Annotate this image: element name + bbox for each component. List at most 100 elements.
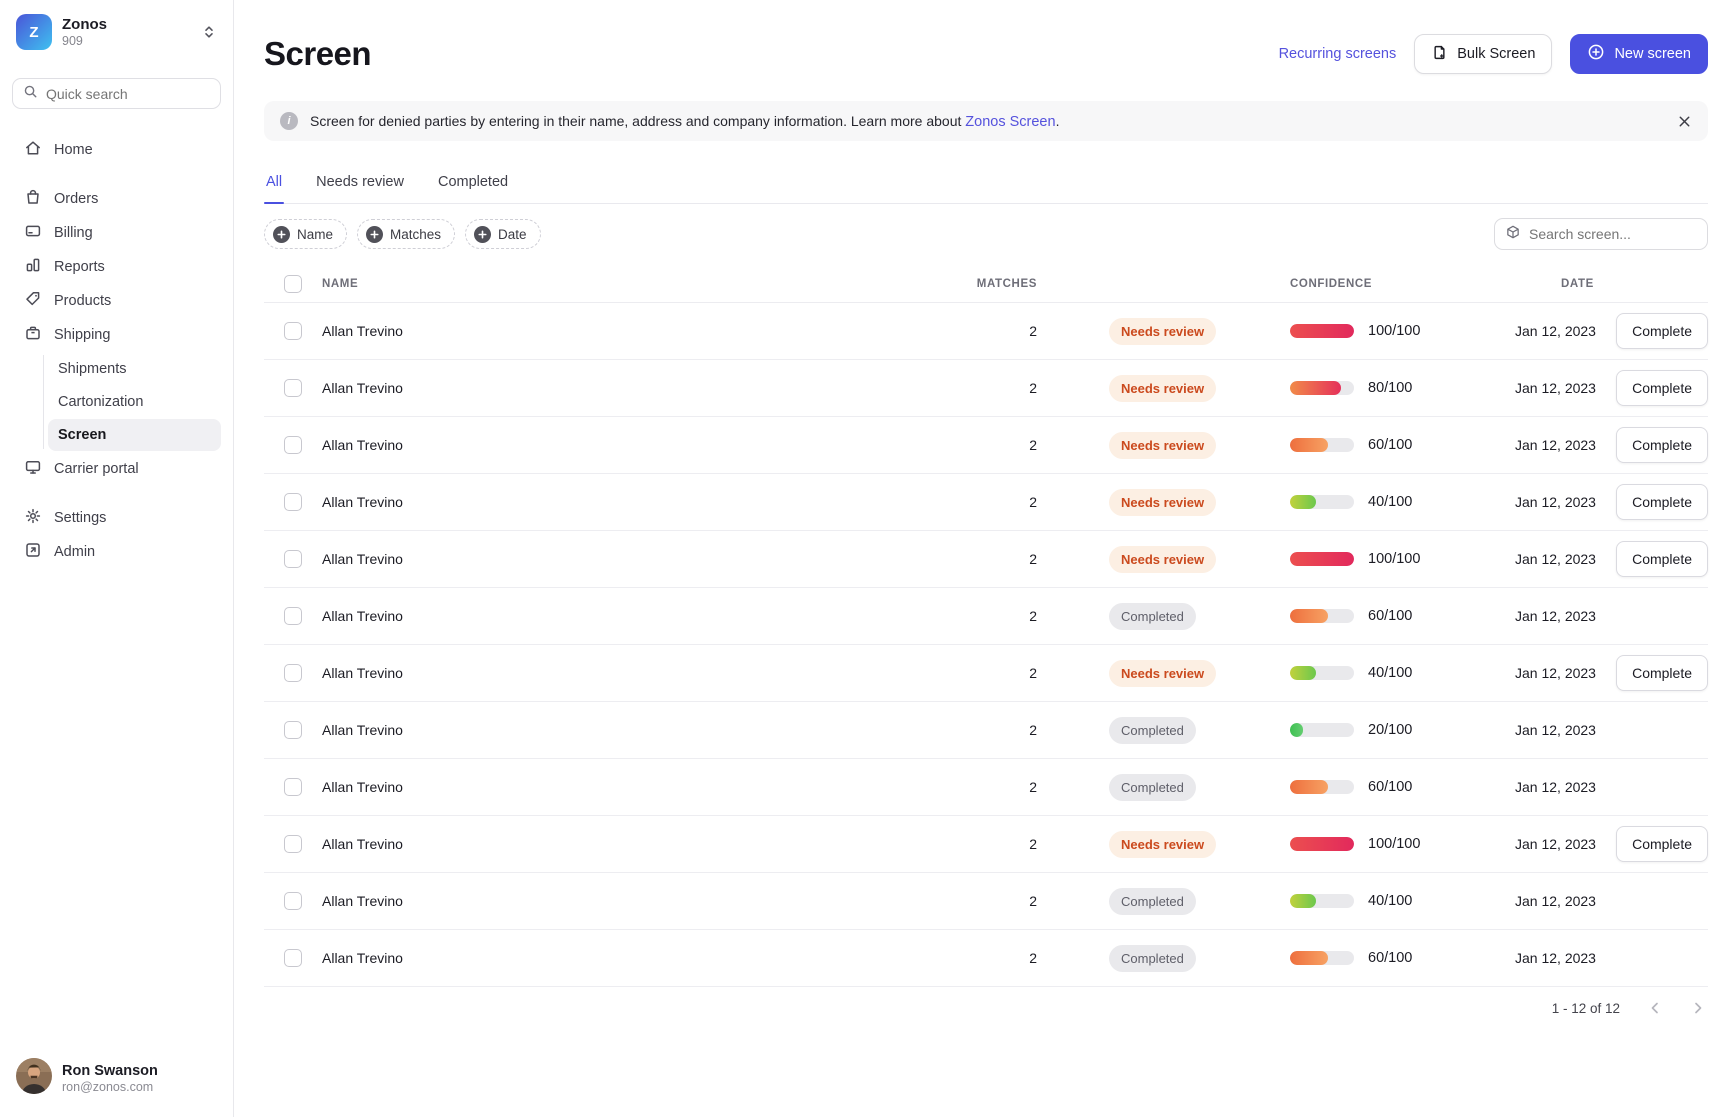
user-name: Ron Swanson	[62, 1062, 158, 1079]
close-icon[interactable]	[1677, 114, 1692, 129]
row-date: Jan 12, 2023	[1515, 437, 1596, 453]
quick-search-field[interactable]	[46, 85, 210, 102]
filter-chip-name[interactable]: Name	[264, 219, 348, 249]
sidebar-item-orders[interactable]: Orders	[12, 182, 221, 216]
chevron-left-icon[interactable]	[1647, 1000, 1663, 1016]
org-switcher[interactable]: Z Zonos 909	[12, 12, 221, 52]
row-date: Jan 12, 2023	[1515, 722, 1596, 738]
confidence-value: 100/100	[1368, 836, 1421, 852]
row-checkbox[interactable]	[284, 550, 302, 568]
row-checkbox[interactable]	[284, 664, 302, 682]
screen-search-field[interactable]	[1529, 226, 1697, 242]
gear-icon	[24, 507, 42, 529]
filter-chip-matches[interactable]: Matches	[357, 219, 456, 249]
row-date: Jan 12, 2023	[1515, 836, 1596, 852]
row-checkbox[interactable]	[284, 322, 302, 340]
row-name: Allan Trevino	[322, 494, 403, 510]
row-matches: 2	[1029, 551, 1037, 567]
complete-button[interactable]: Complete	[1616, 484, 1708, 520]
row-name: Allan Trevino	[322, 380, 403, 396]
complete-button[interactable]: Complete	[1616, 826, 1708, 862]
sidebar-item-cartonization[interactable]: Cartonization	[58, 394, 144, 410]
confidence-value: 80/100	[1368, 380, 1413, 396]
row-name: Allan Trevino	[322, 722, 403, 738]
table-row[interactable]: Allan Trevino 2 Completed 60/100 Jan 12,…	[264, 930, 1708, 987]
status-badge: Completed	[1109, 716, 1196, 744]
confidence-bar	[1290, 495, 1354, 509]
table-row[interactable]: Allan Trevino 2 Completed 20/100 Jan 12,…	[264, 702, 1708, 759]
row-matches: 2	[1029, 836, 1037, 852]
row-checkbox[interactable]	[284, 436, 302, 454]
tag-icon	[24, 290, 42, 312]
row-checkbox[interactable]	[284, 949, 302, 967]
quick-search-input[interactable]	[12, 78, 221, 109]
chevron-right-icon[interactable]	[1690, 1000, 1706, 1016]
confidence-bar	[1290, 780, 1354, 794]
screen-search-input[interactable]	[1494, 218, 1708, 250]
bulk-screen-button[interactable]: Bulk Screen	[1414, 34, 1553, 74]
confidence-bar	[1290, 438, 1354, 452]
bar-chart-icon	[24, 256, 42, 278]
user-menu[interactable]: Ron Swanson ron@zonos.com	[12, 1054, 221, 1103]
sidebar-item-carrier-portal[interactable]: Carrier portal	[12, 452, 221, 486]
table-row[interactable]: Allan Trevino 2 Needs review 80/100 Jan …	[264, 360, 1708, 417]
sidebar-item-shipments[interactable]: Shipments	[58, 361, 127, 377]
package-icon	[24, 324, 42, 346]
chevron-up-down-icon[interactable]	[201, 24, 217, 40]
home-icon	[24, 139, 42, 161]
row-checkbox[interactable]	[284, 379, 302, 397]
row-checkbox[interactable]	[284, 835, 302, 853]
screens-table: NAME MATCHES CONFIDENCE DATE Allan Trevi…	[264, 266, 1708, 987]
status-badge: Needs review	[1109, 659, 1217, 687]
zonos-screen-link[interactable]: Zonos Screen	[965, 113, 1056, 130]
table-row[interactable]: Allan Trevino 2 Needs review 100/100 Jan…	[264, 816, 1708, 873]
table-row[interactable]: Allan Trevino 2 Needs review 100/100 Jan…	[264, 303, 1708, 360]
complete-button[interactable]: Complete	[1616, 427, 1708, 463]
table-row[interactable]: Allan Trevino 2 Needs review 60/100 Jan …	[264, 417, 1708, 474]
row-checkbox[interactable]	[284, 892, 302, 910]
row-checkbox[interactable]	[284, 778, 302, 796]
confidence-bar	[1290, 837, 1354, 851]
confidence-bar	[1290, 552, 1354, 566]
main-content: Screen Recurring screens Bulk Screen New…	[234, 0, 1728, 1117]
row-checkbox[interactable]	[284, 493, 302, 511]
user-email: ron@zonos.com	[62, 1080, 154, 1095]
sidebar-item-home[interactable]: Home	[12, 133, 221, 167]
row-date: Jan 12, 2023	[1515, 608, 1596, 624]
complete-button[interactable]: Complete	[1616, 655, 1708, 691]
table-row[interactable]: Allan Trevino 2 Needs review 40/100 Jan …	[264, 474, 1708, 531]
complete-button[interactable]: Complete	[1616, 313, 1708, 349]
confidence-bar	[1290, 381, 1354, 395]
tab-all[interactable]: All	[264, 174, 285, 204]
status-badge: Needs review	[1109, 545, 1217, 573]
banner-text: Screen for denied parties by entering in…	[310, 112, 962, 129]
column-header-date: DATE	[1561, 278, 1594, 290]
sidebar-item-billing[interactable]: Billing	[12, 216, 221, 250]
filter-chip-date[interactable]: Date	[465, 219, 541, 249]
tab-completed[interactable]: Completed	[437, 174, 509, 190]
plus-icon	[273, 225, 290, 243]
sidebar-item-settings[interactable]: Settings	[12, 501, 221, 535]
sidebar-item-shipping[interactable]: Shipping	[12, 318, 221, 352]
table-row[interactable]: Allan Trevino 2 Needs review 40/100 Jan …	[264, 645, 1708, 702]
sidebar-item-reports[interactable]: Reports	[12, 250, 221, 284]
pagination-label: 1 - 12 of 12	[1551, 1000, 1620, 1016]
table-row[interactable]: Allan Trevino 2 Completed 40/100 Jan 12,…	[264, 873, 1708, 930]
zonos-logo: Z	[16, 14, 52, 50]
confidence-value: 40/100	[1368, 893, 1413, 909]
row-matches: 2	[1029, 779, 1037, 795]
row-checkbox[interactable]	[284, 721, 302, 739]
new-screen-button[interactable]: New screen	[1570, 34, 1708, 74]
recurring-screens-link[interactable]: Recurring screens	[1278, 46, 1397, 62]
select-all-checkbox[interactable]	[284, 275, 302, 293]
table-row[interactable]: Allan Trevino 2 Completed 60/100 Jan 12,…	[264, 759, 1708, 816]
tab-needs-review[interactable]: Needs review	[316, 174, 404, 190]
sidebar-item-admin[interactable]: Admin	[12, 535, 221, 569]
sidebar-item-products[interactable]: Products	[12, 284, 221, 318]
complete-button[interactable]: Complete	[1616, 541, 1708, 577]
row-checkbox[interactable]	[284, 607, 302, 625]
sidebar-item-screen[interactable]: Screen	[48, 419, 221, 451]
table-row[interactable]: Allan Trevino 2 Needs review 100/100 Jan…	[264, 531, 1708, 588]
table-row[interactable]: Allan Trevino 2 Completed 60/100 Jan 12,…	[264, 588, 1708, 645]
complete-button[interactable]: Complete	[1616, 370, 1708, 406]
